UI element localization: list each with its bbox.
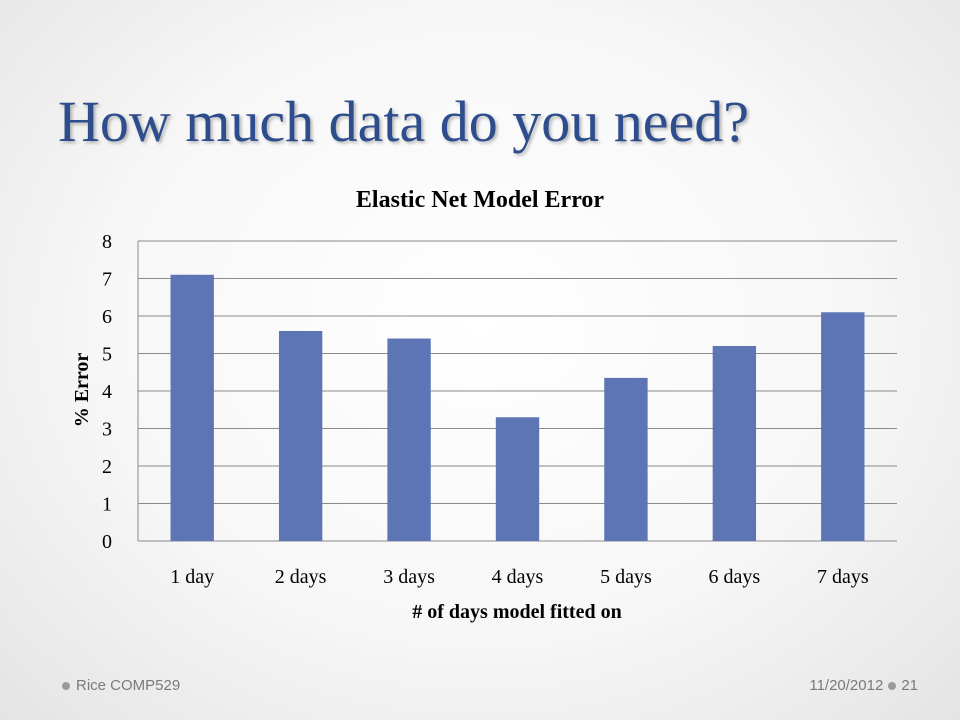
y-tick-label: 8 <box>102 231 112 253</box>
page-number: 21 <box>901 677 918 694</box>
footer-right: 11/20/2012 21 <box>809 677 918 694</box>
bullet-dot-icon <box>62 681 70 690</box>
x-tick-label: 4 days <box>492 566 544 588</box>
y-tick-label: 4 <box>102 381 112 403</box>
bar-chart: Elastic Net Model Error 0 1 2 3 4 5 6 7 8 1 day 2… <box>71 187 897 623</box>
bar <box>278 331 323 541</box>
y-tick-label: 2 <box>102 456 112 478</box>
x-tick-label: 2 days <box>275 566 327 588</box>
y-tick-label: 6 <box>102 306 112 328</box>
y-tick-label: 0 <box>102 531 112 553</box>
footer-left: Rice COMP529 <box>62 677 180 694</box>
x-axis-label: # of days model fitted on <box>412 601 621 623</box>
bullet-dot-icon <box>888 681 897 690</box>
y-axis-ticks: 0 1 2 3 4 5 6 7 8 <box>102 231 112 553</box>
x-tick-label: 7 days <box>817 566 869 588</box>
bar <box>604 377 648 541</box>
slide-title: How much data do you need? <box>58 89 749 154</box>
x-axis-ticks: 1 day 2 days 3 days 4 days 5 days 6 days 7 day… <box>170 566 869 588</box>
bars <box>170 274 865 541</box>
bar <box>387 338 431 541</box>
bar <box>495 417 540 541</box>
bar <box>712 346 757 541</box>
y-tick-label: 1 <box>102 494 112 516</box>
y-tick-label: 7 <box>102 269 112 291</box>
x-tick-label: 5 days <box>600 566 652 588</box>
chart-title: Elastic Net Model Error <box>356 187 605 213</box>
footer-course: Rice COMP529 <box>76 677 181 694</box>
footer-date: 11/20/2012 <box>809 677 884 694</box>
bar <box>821 312 865 541</box>
x-tick-label: 1 day <box>170 566 214 588</box>
y-axis-label: % Error <box>71 353 93 428</box>
x-tick-label: 3 days <box>383 566 435 588</box>
bar <box>170 274 214 541</box>
y-tick-label: 5 <box>102 344 112 366</box>
y-tick-label: 3 <box>102 419 112 441</box>
x-tick-label: 6 days <box>709 566 761 588</box>
